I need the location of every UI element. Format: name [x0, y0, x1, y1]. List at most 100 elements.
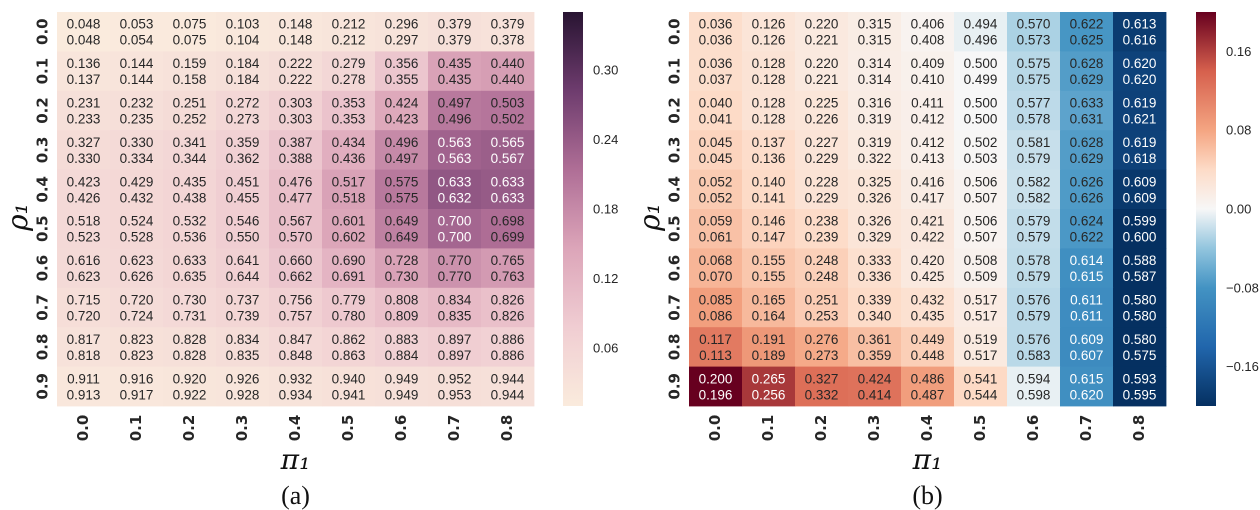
cell-value-top: 0.424: [858, 371, 892, 386]
cell-value-bottom: 0.823: [120, 348, 154, 363]
heatmap-cell: [1007, 12, 1061, 52]
cell-value-top: 0.660: [279, 253, 313, 268]
cell-value-bottom: 0.037: [699, 72, 733, 87]
colorbar-tick-label: 0.16: [1226, 44, 1251, 59]
cell-value-bottom: 0.578: [1017, 112, 1051, 127]
cell-value-bottom: 0.256: [752, 387, 786, 402]
cell-value-bottom: 0.941: [332, 387, 366, 402]
cell-value-bottom: 0.575: [385, 190, 419, 205]
cell-value-top: 0.423: [67, 174, 101, 189]
x-tick-label: 0.1: [127, 415, 145, 442]
heatmap-cell: [110, 169, 164, 210]
cell-value-bottom: 0.126: [752, 33, 786, 48]
cell-value-bottom: 0.189: [752, 348, 786, 363]
cell-value-bottom: 0.528: [120, 230, 154, 245]
cell-value-bottom: 0.739: [226, 309, 260, 324]
cell-value-bottom: 0.344: [173, 151, 207, 166]
heatmap-cell: [481, 169, 535, 210]
heatmap-cell: [1113, 327, 1167, 367]
cell-value-bottom: 0.319: [858, 112, 892, 127]
cell-value-bottom: 0.575: [1123, 348, 1157, 363]
heatmap-cell: [954, 130, 1008, 170]
heatmap-cell: [163, 169, 217, 210]
cell-value-bottom: 0.412: [911, 112, 945, 127]
cell-value-bottom: 0.550: [226, 230, 260, 245]
y-tick-label: 0.9: [666, 373, 684, 400]
cell-value-bottom: 0.426: [67, 190, 101, 205]
y-tick-label: 0.3: [34, 137, 52, 164]
heatmap-cell: [901, 169, 955, 210]
heatmap-cell: [269, 209, 323, 249]
cell-value-bottom: 0.579: [1017, 269, 1051, 284]
cell-value-bottom: 0.598: [1017, 387, 1051, 402]
heatmap-cell: [848, 209, 902, 249]
cell-value-bottom: 0.928: [226, 387, 260, 402]
cell-value-bottom: 0.536: [173, 230, 207, 245]
heatmap-cell: [428, 287, 482, 328]
cell-value-top: 0.916: [120, 371, 154, 386]
cell-value-top: 0.518: [67, 214, 101, 229]
cell-value-bottom: 0.579: [1017, 230, 1051, 245]
cell-value-bottom: 0.507: [964, 230, 998, 245]
heatmap-cell: [163, 51, 217, 92]
cell-value-bottom: 0.622: [1070, 230, 1104, 245]
cell-value-bottom: 0.273: [805, 348, 839, 363]
heatmap-cell: [375, 51, 429, 92]
heatmap-cell: [795, 366, 849, 407]
heatmap-cell: [110, 51, 164, 92]
heatmap-cell: [689, 366, 743, 407]
cell-value-top: 0.828: [173, 332, 207, 347]
heatmap-cell: [901, 51, 955, 92]
cell-value-bottom: 0.595: [1123, 387, 1157, 402]
cell-value-bottom: 0.609: [1123, 190, 1157, 205]
cell-value-bottom: 0.477: [279, 190, 313, 205]
cell-value-bottom: 0.128: [752, 72, 786, 87]
cell-value-top: 0.045: [699, 135, 733, 150]
heatmap-cell: [269, 327, 323, 367]
cell-value-bottom: 0.378: [491, 33, 525, 48]
heatmap-cell: [689, 90, 743, 131]
colorbar: [1196, 12, 1216, 406]
cell-value-top: 0.500: [964, 96, 998, 111]
heatmap-cell: [269, 287, 323, 328]
y-tick-label: 0.8: [34, 334, 52, 361]
cell-value-bottom: 0.487: [911, 387, 945, 402]
cell-value-bottom: 0.045: [699, 151, 733, 166]
cell-value-top: 0.361: [858, 332, 892, 347]
cell-value-top: 0.303: [279, 96, 313, 111]
x-tick-label: 0.2: [180, 415, 198, 442]
cell-value-top: 0.040: [699, 96, 733, 111]
cell-value-top: 0.578: [1017, 253, 1051, 268]
cell-value-top: 0.036: [699, 17, 733, 32]
heatmap-cell: [1113, 248, 1167, 289]
heatmap-cell: [57, 327, 111, 367]
heatmap-cell: [163, 327, 217, 367]
heatmap-cell: [1007, 327, 1061, 367]
cell-value-bottom: 0.518: [332, 190, 366, 205]
heatmap-cell: [689, 287, 743, 328]
cell-value-top: 0.541: [964, 371, 998, 386]
cell-value-bottom: 0.662: [279, 269, 313, 284]
y-tick-label: 0.2: [666, 97, 684, 124]
cell-value-bottom: 0.620: [1123, 72, 1157, 87]
cell-value-bottom: 0.580: [1123, 309, 1157, 324]
cell-value-top: 0.429: [120, 174, 154, 189]
cell-value-top: 0.609: [1123, 174, 1157, 189]
cell-value-bottom: 0.567: [491, 151, 525, 166]
cell-value-top: 0.486: [911, 371, 945, 386]
cell-value-bottom: 0.700: [438, 230, 472, 245]
heatmap-cell: [1060, 287, 1114, 328]
heatmap-cell: [742, 51, 796, 92]
heatmap-cell: [795, 248, 849, 289]
y-tick-label: 0.0: [666, 18, 684, 45]
cell-value-top: 0.222: [279, 56, 313, 71]
cell-value-top: 0.567: [279, 214, 313, 229]
cell-value-top: 0.506: [964, 214, 998, 229]
y-tick-label: 0.3: [666, 137, 684, 164]
heatmap-cell: [742, 12, 796, 52]
cell-value-top: 0.420: [911, 253, 945, 268]
heatmap-panel-b: 0.0360.0360.1260.1260.2200.2210.3150.315…: [633, 12, 1259, 510]
cell-value-bottom: 0.625: [1070, 33, 1104, 48]
cell-value-top: 0.155: [752, 253, 786, 268]
